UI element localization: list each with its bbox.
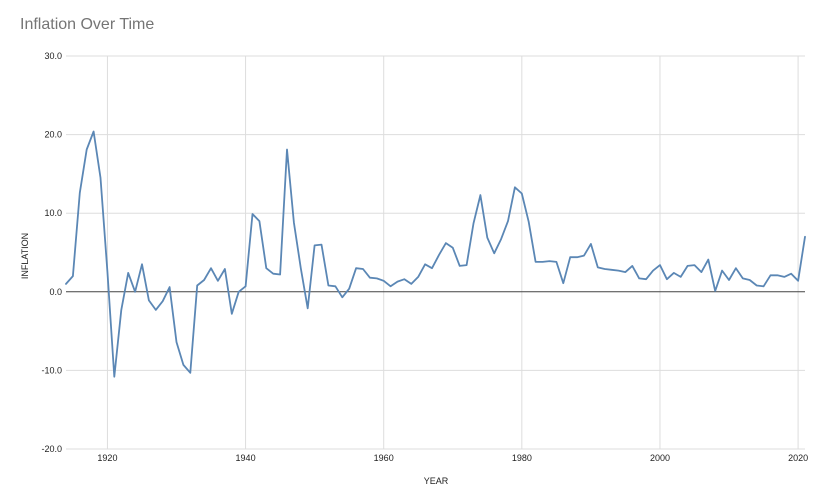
y-tick-label: 10.0 <box>44 208 62 218</box>
grid-lines <box>66 55 805 450</box>
x-tick-label: 1920 <box>97 453 117 463</box>
y-tick-label: 30.0 <box>44 51 62 61</box>
series-line <box>65 130 806 378</box>
y-tick-label: -10.0 <box>41 365 62 375</box>
x-tick-label: 1980 <box>512 453 532 463</box>
y-tick-label: 0.0 <box>49 287 62 297</box>
y-tick-label: 20.0 <box>44 130 62 140</box>
y-axis-title: INFLATION <box>20 233 30 279</box>
series-layer <box>65 130 806 378</box>
x-axis-title: YEAR <box>424 476 449 486</box>
x-tick-label: 1960 <box>374 453 394 463</box>
x-tick-label: 2000 <box>650 453 670 463</box>
chart-title: Inflation Over Time <box>20 16 155 33</box>
x-tick-label: 2020 <box>788 453 808 463</box>
y-tick-label: -20.0 <box>41 444 62 454</box>
tick-labels: 30.0 20.0 10.0 0.0 -10.0 -20.0 1920 1940 1960 198… <box>41 51 808 463</box>
x-tick-label: 1940 <box>236 453 256 463</box>
